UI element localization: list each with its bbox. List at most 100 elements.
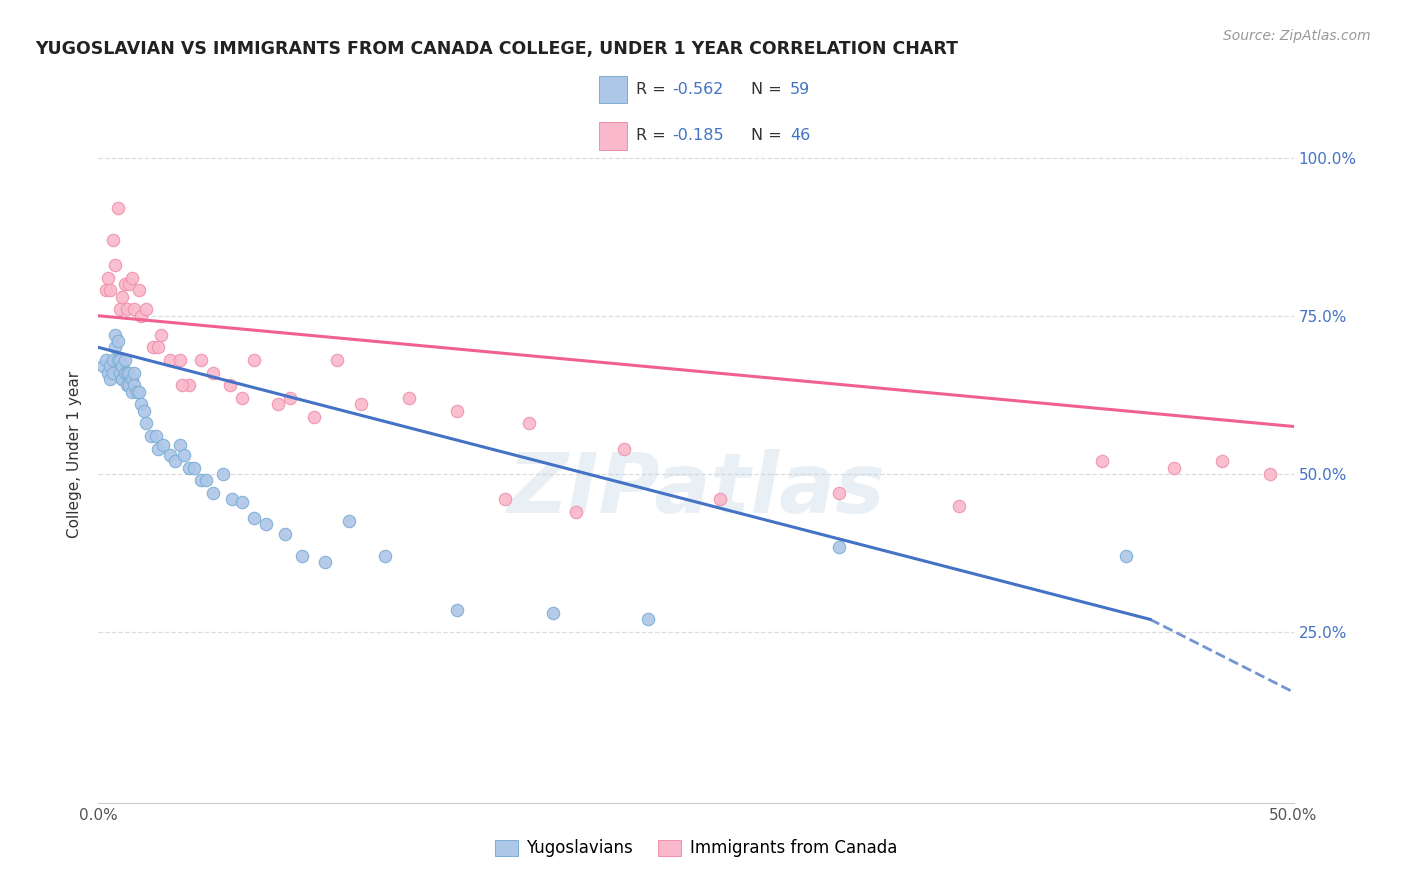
Point bbox=[104, 258, 127, 272]
Point bbox=[142, 340, 165, 354]
Point bbox=[1115, 549, 1137, 563]
Point bbox=[111, 372, 134, 386]
Point bbox=[111, 372, 134, 386]
Point bbox=[111, 359, 134, 374]
Point bbox=[128, 384, 150, 399]
Point bbox=[98, 359, 122, 374]
Point bbox=[243, 353, 266, 368]
Point bbox=[104, 327, 127, 342]
Point bbox=[195, 473, 218, 487]
Point bbox=[350, 397, 373, 411]
Point bbox=[107, 334, 129, 348]
Point bbox=[118, 366, 141, 380]
Point bbox=[94, 353, 117, 368]
Point bbox=[115, 378, 138, 392]
Point bbox=[231, 391, 253, 405]
Point bbox=[121, 372, 143, 386]
Point bbox=[108, 366, 131, 380]
Point bbox=[145, 429, 167, 443]
Point bbox=[565, 505, 588, 519]
Point bbox=[190, 473, 212, 487]
Point bbox=[101, 366, 124, 380]
Point bbox=[101, 353, 124, 368]
Point bbox=[91, 359, 114, 374]
Point bbox=[125, 384, 148, 399]
Point bbox=[1091, 454, 1114, 468]
Point bbox=[179, 378, 201, 392]
Point bbox=[221, 492, 243, 507]
Point bbox=[114, 277, 136, 292]
Point bbox=[1211, 454, 1233, 468]
Point bbox=[114, 353, 136, 368]
Point bbox=[190, 353, 212, 368]
Text: R =: R = bbox=[636, 82, 671, 97]
Point bbox=[302, 409, 325, 424]
Point bbox=[98, 284, 122, 298]
Text: 59: 59 bbox=[790, 82, 810, 97]
Point bbox=[339, 514, 361, 528]
Point bbox=[104, 340, 127, 354]
Point bbox=[94, 284, 117, 298]
Point bbox=[541, 606, 564, 620]
Point bbox=[828, 540, 851, 554]
Point bbox=[107, 201, 129, 215]
Point bbox=[121, 270, 143, 285]
Text: N =: N = bbox=[751, 128, 787, 144]
Text: N =: N = bbox=[751, 82, 787, 97]
Point bbox=[121, 384, 143, 399]
Point bbox=[219, 378, 242, 392]
Text: Source: ZipAtlas.com: Source: ZipAtlas.com bbox=[1223, 29, 1371, 43]
Point bbox=[267, 397, 290, 411]
Point bbox=[131, 397, 153, 411]
Point bbox=[115, 366, 138, 380]
Point bbox=[128, 284, 150, 298]
Point bbox=[211, 467, 233, 481]
Point bbox=[315, 556, 337, 570]
Point bbox=[179, 460, 201, 475]
Text: 46: 46 bbox=[790, 128, 810, 144]
Point bbox=[124, 302, 146, 317]
Point bbox=[169, 438, 191, 452]
Point bbox=[148, 340, 170, 354]
Point bbox=[148, 442, 170, 456]
Point bbox=[202, 486, 225, 500]
Point bbox=[115, 302, 138, 317]
Point bbox=[274, 527, 297, 541]
Point bbox=[1258, 467, 1281, 481]
Point bbox=[163, 454, 186, 468]
Point bbox=[132, 403, 155, 417]
Point bbox=[101, 233, 124, 247]
Point bbox=[1163, 460, 1185, 475]
Point bbox=[374, 549, 396, 563]
Point bbox=[124, 366, 146, 380]
Point bbox=[398, 391, 420, 405]
Point bbox=[114, 366, 136, 380]
Point bbox=[118, 378, 141, 392]
Point bbox=[637, 612, 659, 626]
Point bbox=[149, 327, 172, 342]
Point bbox=[173, 448, 195, 462]
Point bbox=[446, 603, 468, 617]
Point bbox=[159, 448, 181, 462]
Point bbox=[159, 353, 181, 368]
Point bbox=[254, 517, 277, 532]
Bar bbox=[599, 76, 627, 103]
Point bbox=[97, 366, 120, 380]
Point bbox=[172, 378, 194, 392]
Point bbox=[828, 486, 851, 500]
Point bbox=[231, 495, 253, 509]
Point bbox=[139, 429, 162, 443]
Point bbox=[135, 417, 157, 431]
Point bbox=[152, 438, 174, 452]
Y-axis label: College, Under 1 year: College, Under 1 year bbox=[67, 371, 83, 539]
Point bbox=[111, 290, 134, 304]
Text: ZIPatlas: ZIPatlas bbox=[508, 450, 884, 530]
Point bbox=[709, 492, 731, 507]
Point bbox=[169, 353, 191, 368]
Point bbox=[291, 549, 314, 563]
Point bbox=[131, 309, 153, 323]
Point bbox=[948, 499, 970, 513]
Point bbox=[97, 270, 120, 285]
Point bbox=[278, 391, 301, 405]
Point bbox=[446, 403, 468, 417]
